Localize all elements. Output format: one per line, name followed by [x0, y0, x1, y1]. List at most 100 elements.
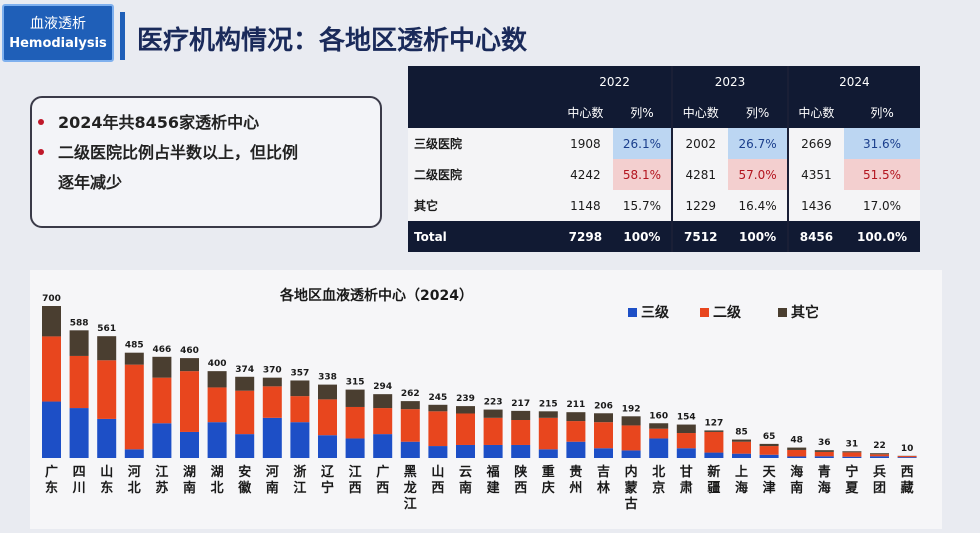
category-label: 辽	[321, 465, 335, 480]
table-cell: 2002	[672, 128, 728, 159]
category-label: 建	[487, 480, 500, 496]
bar-segment	[263, 418, 282, 458]
bar-segment	[566, 412, 585, 421]
bar-value-label: 338	[318, 373, 337, 383]
bar-segment	[622, 425, 641, 450]
bar-segment	[539, 418, 558, 449]
category-label: 徽	[237, 480, 252, 496]
table-corner	[408, 97, 558, 128]
row-label: 二级医院	[408, 159, 558, 190]
bar-segment	[318, 435, 337, 458]
bar-segment	[70, 356, 89, 408]
bar-segment	[235, 391, 254, 434]
category-label: 西	[349, 481, 362, 496]
bar-value-label: 315	[346, 378, 365, 388]
category-label: 江	[155, 464, 168, 480]
category-label: 南	[183, 480, 196, 496]
stacked-bar-chart: 各地区血液透析中心（2024） 三级二级其它 700广东588四川561山东48…	[30, 270, 942, 529]
bar-segment	[235, 377, 254, 391]
bar-segment	[539, 411, 558, 418]
category-label: 湖	[183, 465, 196, 480]
bar-segment	[704, 432, 723, 453]
bar-segment	[42, 336, 61, 401]
category-label: 天	[763, 465, 777, 480]
category-label: 陕	[514, 464, 528, 480]
bar-value-label: 357	[291, 368, 310, 378]
category-label: 州	[568, 481, 582, 496]
bar-value-label: 48	[790, 436, 803, 446]
bar-segment	[566, 421, 585, 442]
bar-value-label: 223	[484, 398, 503, 408]
table-cell: 57.0%	[728, 159, 787, 190]
bar-segment	[677, 448, 696, 458]
bar-segment	[732, 454, 751, 458]
category-label: 河	[266, 464, 279, 480]
bar-segment	[180, 432, 199, 458]
bar-segment	[290, 396, 309, 422]
bar-segment	[428, 411, 447, 446]
sub-header: 列%	[844, 97, 920, 128]
table-cell: 4281	[672, 159, 728, 190]
logo-badge: 血液透析 Hemodialysis	[2, 4, 114, 62]
category-label: 江	[404, 496, 417, 512]
table-cell: 1148	[558, 190, 613, 221]
bullet-text: 二级医院比例占半数以上，但比例	[58, 143, 298, 162]
category-label: 西	[514, 481, 527, 496]
bar-value-label: 36	[818, 438, 831, 448]
category-label: 甘	[680, 464, 693, 480]
bar-segment	[484, 418, 503, 445]
bullet-item: 2024年共8456家透析中心	[58, 108, 370, 138]
bar-segment	[787, 456, 806, 458]
category-label: 宁	[845, 464, 858, 480]
table-cell: 8456	[788, 221, 844, 252]
bar-value-label: 127	[705, 418, 724, 428]
category-label: 河	[128, 464, 141, 480]
row-label: 其它	[408, 190, 558, 221]
bar-segment	[760, 444, 779, 446]
category-label: 吉	[597, 465, 610, 480]
bar-segment	[263, 386, 282, 417]
bar-segment	[290, 422, 309, 458]
sub-header: 中心数	[788, 97, 844, 128]
table-cell: 15.7%	[613, 190, 672, 221]
table-cell: 4351	[788, 159, 844, 190]
bar-segment	[318, 385, 337, 400]
bar-segment	[70, 408, 89, 458]
category-label: 江	[349, 464, 362, 480]
bar-segment	[373, 408, 392, 434]
bar-value-label: 239	[456, 394, 475, 404]
bar-value-label: 217	[511, 399, 530, 409]
chart-legend: 三级二级其它	[628, 304, 819, 321]
bar-segment	[594, 413, 613, 422]
bar-segment	[787, 448, 806, 450]
category-label: 广	[45, 464, 58, 480]
bar-segment	[815, 452, 834, 456]
bar-value-label: 466	[153, 345, 172, 355]
bar-segment	[649, 429, 668, 439]
bar-segment	[125, 353, 144, 365]
bar-value-label: 262	[401, 389, 420, 399]
bar-segment	[70, 330, 89, 356]
category-label: 北	[128, 481, 141, 496]
table-row: 三级医院 1908 26.1% 2002 26.7% 2669 31.6%	[408, 128, 920, 159]
bar-segment	[870, 453, 889, 454]
category-label: 林	[597, 480, 610, 496]
bar-segment	[42, 402, 61, 458]
table-cell: 1229	[672, 190, 728, 221]
category-label: 广	[376, 464, 389, 480]
table-cell: 7298	[558, 221, 613, 252]
bar-segment	[97, 419, 116, 458]
bar-segment	[373, 394, 392, 408]
logo-en-text: Hemodialysis	[4, 36, 112, 51]
bar-segment	[318, 399, 337, 435]
legend-label: 二级	[713, 304, 742, 321]
sub-header: 列%	[613, 97, 672, 128]
bar-segment	[97, 336, 116, 360]
category-label: 黑	[404, 465, 417, 480]
bar-segment	[732, 440, 751, 442]
category-label: 庆	[541, 480, 555, 496]
category-label: 南	[790, 480, 803, 496]
bar-segment	[511, 445, 530, 458]
category-label: 山	[100, 464, 113, 480]
table-cell: 17.0%	[844, 190, 920, 221]
